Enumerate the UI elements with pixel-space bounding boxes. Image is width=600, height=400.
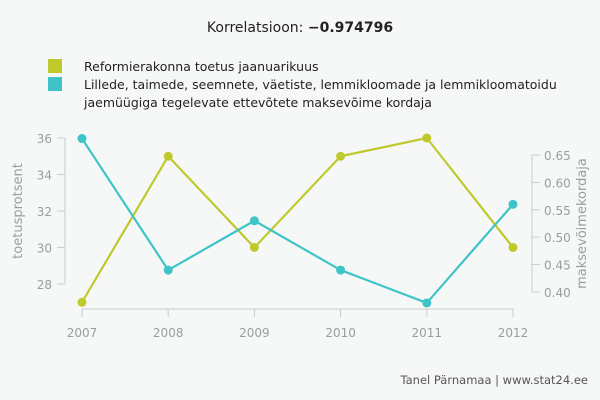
- correlation-value: −0.974796: [307, 20, 394, 36]
- solvency-data-point: [336, 265, 346, 275]
- solvency-data-point: [249, 216, 259, 226]
- right-axis-tick-label: 0.55: [544, 204, 571, 218]
- legend-label: Reformierakonna toetus jaanuarikuus: [84, 59, 319, 74]
- title-prefix: Korrelatsioon:: [206, 20, 308, 36]
- left-axis-tick-label: 28: [37, 278, 52, 292]
- legend-swatch-teal: [48, 77, 62, 91]
- right-axis-tick-label: 0.40: [544, 286, 571, 300]
- right-axis-tick-label: 0.50: [544, 231, 571, 245]
- solvency-data-point: [77, 134, 87, 144]
- x-axis-tick-label: 2007: [67, 326, 98, 340]
- solvency-data-point: [422, 298, 432, 308]
- support-data-point: [508, 243, 518, 252]
- solvency-data-point: [508, 199, 518, 209]
- x-axis-tick-label: 2011: [412, 326, 443, 340]
- x-axis-tick-label: 2010: [325, 326, 356, 340]
- support-data-point: [249, 243, 259, 252]
- chart-title: Korrelatsioon: −0.974796: [0, 20, 600, 36]
- legend-label: Lillede, taimede, seemnete, väetiste, le…: [84, 76, 557, 112]
- support-data-point: [336, 151, 346, 161]
- x-axis-tick-label: 2008: [153, 326, 184, 340]
- x-axis-tick-label: 2012: [498, 326, 529, 340]
- support-data-point: [77, 297, 87, 307]
- right-axis-tick-label: 0.60: [544, 176, 571, 190]
- credit: Tanel Pärnamaa | www.stat24.ee: [400, 373, 588, 387]
- support-data-point: [422, 133, 432, 143]
- solvency-line: [81, 137, 514, 305]
- left-axis-label: toetusprotsent: [11, 163, 26, 259]
- left-axis-tick-label: 36: [37, 132, 52, 146]
- left-axis-tick-label: 32: [37, 205, 52, 219]
- legend-label-line2: jaemüügiga tegelevate ettevõtete maksevõ…: [84, 95, 432, 110]
- x-axis-tick-label: 2009: [239, 326, 270, 340]
- support-data-point: [163, 151, 173, 161]
- left-axis-tick-label: 34: [37, 169, 52, 183]
- legend-label-line1: Lillede, taimede, seemnete, väetiste, le…: [84, 77, 557, 92]
- support-line: [81, 136, 514, 303]
- solvency-data-point: [163, 265, 173, 275]
- left-axis-tick-label: 30: [37, 242, 52, 256]
- right-axis-label: maksevõimekordaja: [575, 158, 590, 289]
- right-axis-tick-label: 0.45: [544, 259, 571, 273]
- right-axis-tick-label: 0.65: [544, 149, 571, 163]
- legend-swatch-yellow: [48, 59, 62, 73]
